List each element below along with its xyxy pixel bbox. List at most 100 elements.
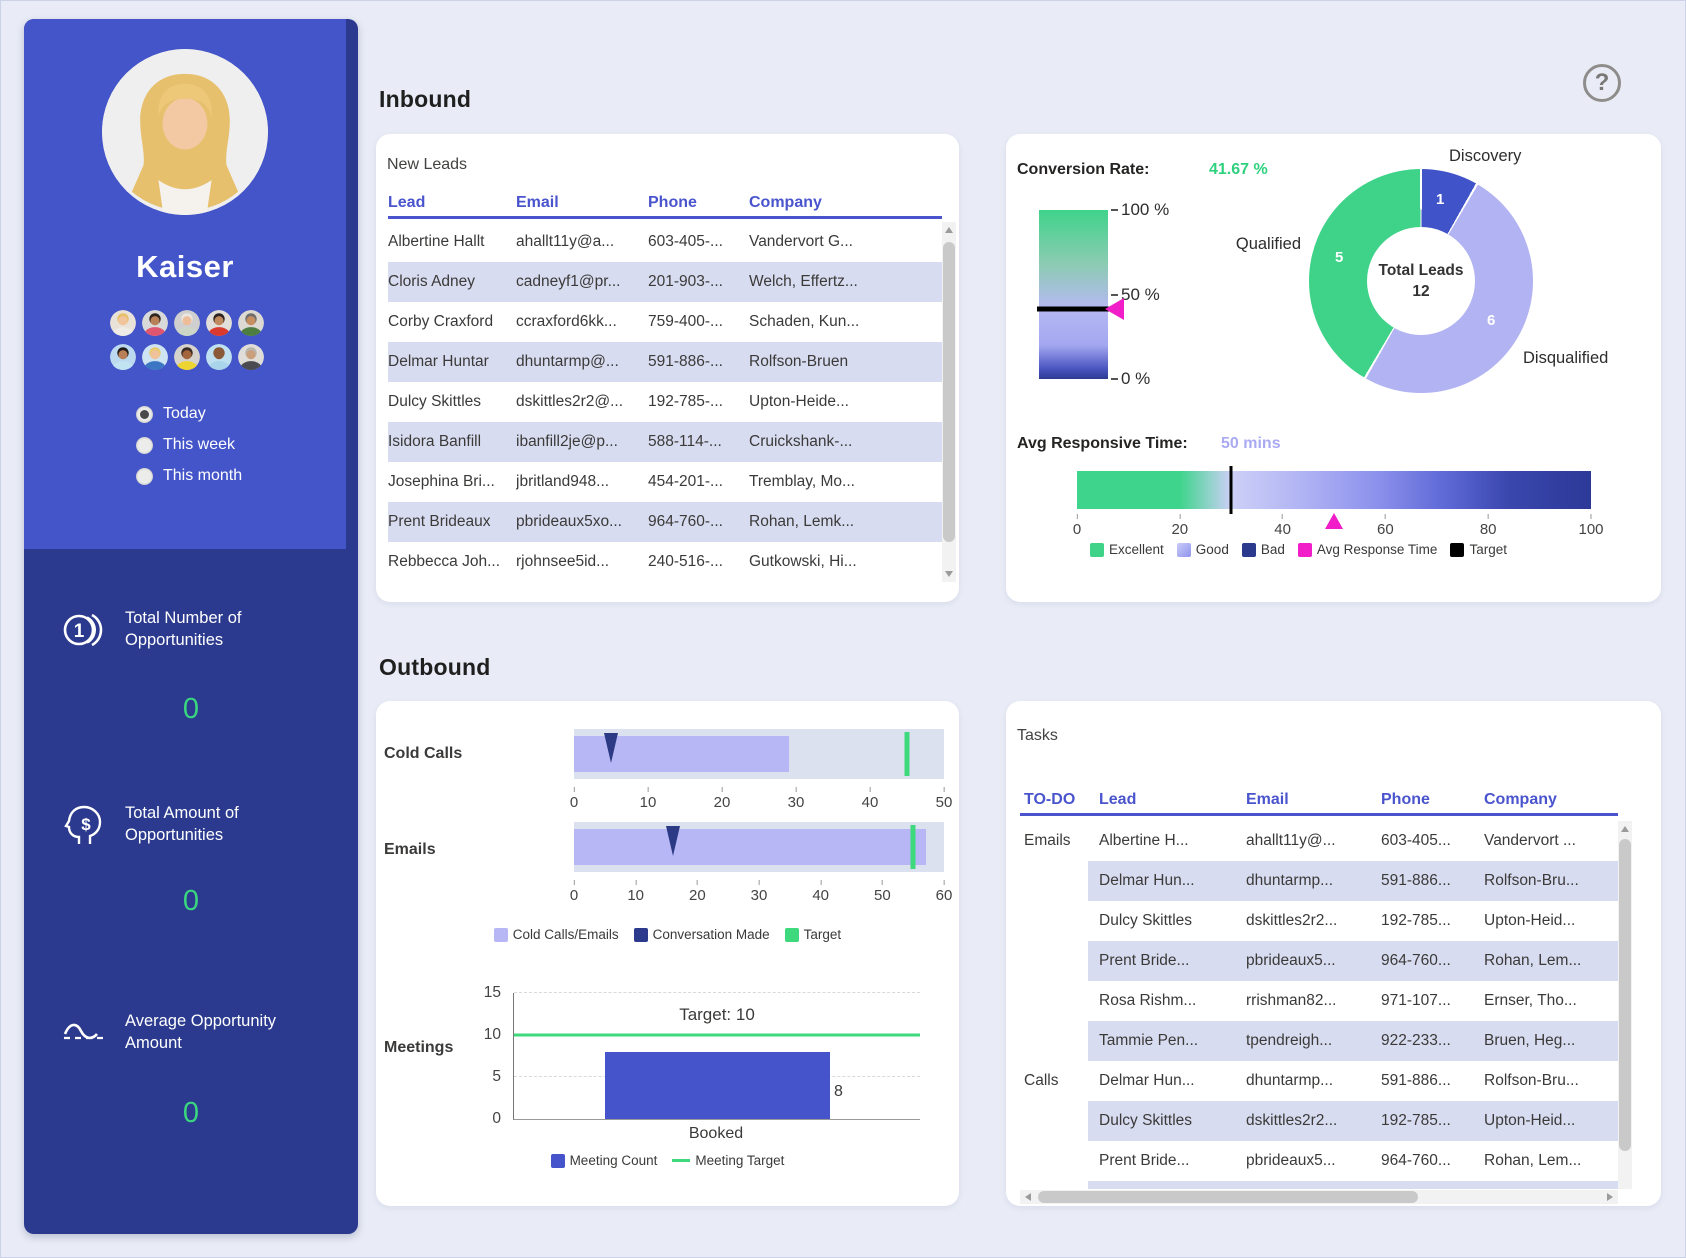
scrollbar-thumb[interactable] bbox=[943, 242, 955, 542]
tasks-title: Tasks bbox=[1017, 727, 1058, 744]
table-cell: Rebbecca Joh... bbox=[388, 553, 501, 570]
sidebar-profile-section: Kaiser Today This week This month bbox=[24, 19, 346, 549]
legend-swatch bbox=[1297, 542, 1312, 557]
column-header-phone[interactable]: Phone bbox=[1381, 791, 1430, 808]
new-leads-row[interactable]: Prent Brideaux pbrideaux5xo... 964-760-...… bbox=[388, 502, 942, 542]
column-header-email[interactable]: Email bbox=[516, 194, 559, 211]
bullet-legend: Cold Calls/Emails Conversation Made Target bbox=[376, 927, 959, 942]
time-filter-group: Today This week This month bbox=[136, 405, 242, 485]
stat-label: Average Opportunity Amount bbox=[125, 1012, 277, 1053]
column-header-phone[interactable]: Phone bbox=[648, 194, 697, 211]
column-header-email[interactable]: Email bbox=[1246, 791, 1289, 808]
scroll-up-arrow[interactable] bbox=[1618, 821, 1632, 837]
table-cell: Albertine H... bbox=[1099, 832, 1189, 849]
table-cell: ahallt11y@a... bbox=[516, 233, 615, 250]
user-name: Kaiser bbox=[136, 249, 234, 284]
new-leads-row[interactable]: Dulcy Skittles dskittles2r2@... 192-785-..… bbox=[388, 382, 942, 422]
axis-tick-label: 20 bbox=[689, 880, 706, 904]
meetings-label: Meetings bbox=[384, 1039, 454, 1056]
table-cell: Delmar Hun... bbox=[1099, 1072, 1195, 1089]
team-member-avatar bbox=[142, 344, 168, 370]
response-time-bar[interactable] bbox=[1077, 466, 1591, 529]
legend-label: Target bbox=[803, 927, 842, 942]
conversion-rate-label: Conversion Rate: bbox=[1017, 161, 1150, 178]
y-axis-tick-label: 0 bbox=[492, 1110, 501, 1127]
scroll-down-arrow[interactable] bbox=[942, 566, 956, 582]
bullet-value-bar[interactable] bbox=[574, 829, 926, 865]
new-leads-row[interactable]: Josephina Bri... jbritland948... 454-201-.… bbox=[388, 462, 942, 502]
scrollbar-thumb[interactable] bbox=[1038, 1191, 1418, 1203]
table-cell: dhuntarmp... bbox=[1246, 872, 1334, 889]
new-leads-scrollbar[interactable] bbox=[942, 222, 956, 582]
legend-item: Meeting Count bbox=[550, 1153, 657, 1168]
emails-axis: 0 10 20 30 40 50 60 bbox=[570, 880, 952, 906]
filter-today[interactable]: Today bbox=[136, 405, 242, 423]
scroll-up-arrow[interactable] bbox=[942, 222, 956, 238]
inbound-section-title: Inbound bbox=[379, 86, 472, 113]
legend-item: Good bbox=[1176, 542, 1229, 557]
tasks-row[interactable]: Tammie Pen... tpendreigh... 922-233... Brue… bbox=[1024, 1021, 1622, 1061]
filter-this-month[interactable]: This month bbox=[136, 467, 242, 485]
stat-value-average-amount: 0 bbox=[182, 1097, 200, 1129]
tasks-row[interactable]: Dulcy Skittles dskittles2r2... 192-785... U… bbox=[1024, 1101, 1622, 1141]
new-leads-row[interactable]: Cloris Adney cadneyf1@pr... 201-903-... Wel… bbox=[388, 262, 942, 302]
meeting-count-bar[interactable] bbox=[605, 1051, 830, 1119]
legend-item: Target bbox=[1450, 542, 1507, 557]
help-icon[interactable]: ? bbox=[1583, 64, 1621, 102]
legend-item: Target bbox=[784, 927, 842, 942]
tasks-v-scrollbar[interactable] bbox=[1618, 821, 1632, 1189]
tasks-h-scrollbar[interactable] bbox=[1020, 1190, 1618, 1204]
response-target-line bbox=[1229, 466, 1233, 514]
axis-tick-label: 0 bbox=[570, 880, 578, 904]
svg-text:1: 1 bbox=[74, 621, 85, 642]
table-cell: 192-785... bbox=[1381, 1112, 1451, 1129]
legend-item: Meeting Target bbox=[672, 1153, 784, 1168]
response-gradient bbox=[1077, 471, 1591, 509]
filter-label: Today bbox=[163, 405, 206, 422]
tasks-row[interactable]: Dulcy Skittles dskittles2r2... 192-785... U… bbox=[1024, 901, 1618, 941]
new-leads-row[interactable]: Corby Craxford ccraxford6kk... 759-400-...… bbox=[388, 302, 942, 342]
tasks-row[interactable]: Rosa Rishm... rrishman82... 971-107... Erns… bbox=[1024, 981, 1618, 1021]
stat-average-opportunity-amount: Average Opportunity Amount bbox=[58, 1007, 328, 1059]
tasks-row[interactable]: Delmar Hun... dhuntarmp... 591-886... Rolfs… bbox=[1024, 861, 1622, 901]
legend-label: Cold Calls/Emails bbox=[512, 927, 619, 942]
team-avatars bbox=[108, 310, 266, 370]
legend-swatch bbox=[633, 927, 648, 942]
scroll-right-arrow[interactable] bbox=[1602, 1190, 1618, 1204]
column-header-lead[interactable]: Lead bbox=[1099, 791, 1137, 808]
cold-calls-bullet[interactable] bbox=[574, 729, 944, 779]
axis-tick-label: 50 bbox=[936, 787, 952, 811]
scroll-left-arrow[interactable] bbox=[1020, 1190, 1036, 1204]
team-member-avatar bbox=[110, 310, 136, 336]
stat-label: Total Number of Opportunities bbox=[125, 609, 242, 650]
column-header-lead[interactable]: Lead bbox=[388, 194, 426, 211]
table-cell: Tammie Pen... bbox=[1099, 1032, 1199, 1049]
meetings-chart: Target: 10 8 bbox=[513, 992, 920, 1120]
tasks-row[interactable]: Emails Albertine H... ahallt11y@... 603-405… bbox=[1024, 821, 1618, 861]
new-leads-row[interactable]: Delmar Huntar dhuntarmp@... 591-886-... Rol… bbox=[388, 342, 942, 382]
team-member-avatar bbox=[238, 310, 264, 336]
y-axis-tick-label: 10 bbox=[483, 1026, 501, 1043]
legend-swatch bbox=[1176, 542, 1191, 557]
column-header-todo[interactable]: TO-DO bbox=[1024, 791, 1076, 808]
new-leads-row[interactable]: Rebbecca Joh... rjohnsee5id... 240-516-...… bbox=[388, 542, 942, 582]
tasks-row[interactable]: Prent Bride... pbrideaux5... 964-760... Roh… bbox=[1024, 1141, 1618, 1181]
tasks-row[interactable]: Prent Bride... pbrideaux5... 964-760... Roh… bbox=[1024, 941, 1622, 981]
column-header-company[interactable]: Company bbox=[1484, 791, 1557, 808]
table-cell: Albertine Hallt bbox=[388, 233, 485, 250]
table-cell: Delmar Huntar bbox=[388, 353, 489, 370]
team-member-avatar bbox=[174, 310, 200, 336]
filter-this-week[interactable]: This week bbox=[136, 436, 242, 454]
one-coin-icon: 1 bbox=[58, 604, 110, 656]
emails-bullet[interactable] bbox=[574, 822, 944, 872]
scrollbar-thumb[interactable] bbox=[1619, 839, 1631, 1151]
table-cell: Rolfson-Bruen bbox=[749, 353, 849, 370]
new-leads-row[interactable]: Albertine Hallt ahallt11y@a... 603-405-...… bbox=[388, 222, 942, 262]
new-leads-row[interactable]: Isidora Banfill ibanfill2je@p... 588-114-.… bbox=[388, 422, 942, 462]
table-cell: Tremblay, Mo... bbox=[749, 473, 855, 490]
column-header-company[interactable]: Company bbox=[749, 194, 822, 211]
table-cell: Rohan, Lem... bbox=[1484, 1152, 1582, 1169]
tasks-table-header: TO-DO Lead Email Phone Company bbox=[1024, 791, 1618, 809]
tasks-row[interactable]: Calls Delmar Hun... dhuntarmp... 591-886...… bbox=[1024, 1061, 1618, 1101]
outbound-section-title: Outbound bbox=[379, 654, 491, 681]
